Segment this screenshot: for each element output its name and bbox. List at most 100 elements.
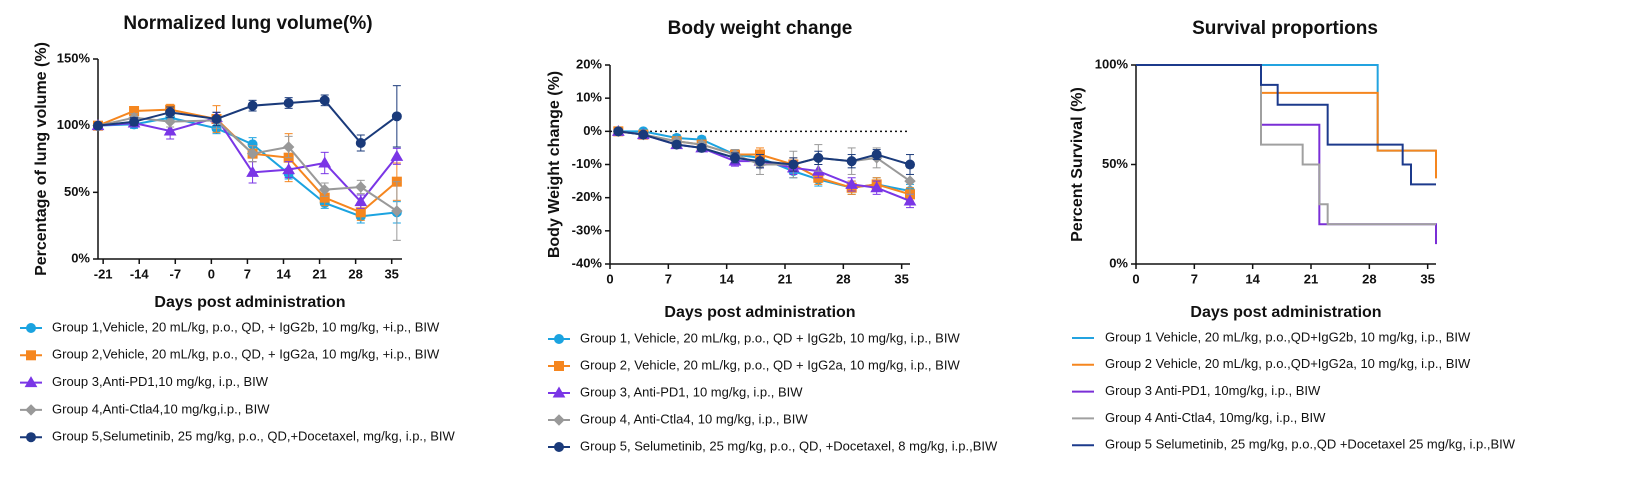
marker xyxy=(355,207,366,218)
y-tick-label: 100% xyxy=(57,117,91,132)
legend-marker xyxy=(26,432,36,443)
legend-marker xyxy=(553,414,565,426)
marker xyxy=(813,152,824,163)
marker xyxy=(788,159,799,170)
x-tick-label: 14 xyxy=(276,266,291,281)
legend-marker xyxy=(25,404,37,416)
marker xyxy=(282,141,295,153)
marker xyxy=(165,107,176,118)
legend-label: Group 5,Selumetinib, 25 mg/kg, p.o., QD,… xyxy=(52,429,456,444)
y-axis-label: Percent Survival (%) xyxy=(1069,87,1086,242)
x-tick-label: 14 xyxy=(719,271,734,286)
marker xyxy=(755,156,765,167)
legend-marker xyxy=(554,442,564,452)
marker xyxy=(730,152,740,163)
series-line xyxy=(97,116,398,204)
legend-label: Group 3, Anti-PD1, 10 mg/kg, i.p., BIW xyxy=(580,384,803,399)
survival-curve xyxy=(1136,64,1436,152)
marker xyxy=(671,139,682,150)
y-axis-label: Body Weight change (%) xyxy=(546,71,563,258)
x-tick-label: 28 xyxy=(348,266,362,281)
series-line xyxy=(97,99,398,145)
legend-label: Group 3 Anti-PD1, 10mg/kg, i.p., BIW xyxy=(1105,383,1321,398)
chart-title: Normalized lung volume(%) xyxy=(123,13,372,34)
legend-label: Group 3,Anti-PD1,10 mg/kg, i.p., BIW xyxy=(52,374,269,389)
marker xyxy=(390,149,404,161)
x-tick-label: -21 xyxy=(94,266,113,281)
marker xyxy=(246,165,259,177)
marker xyxy=(845,177,859,189)
x-tick-label: 21 xyxy=(312,266,326,281)
x-tick-label: 7 xyxy=(665,271,672,286)
legend-label: Group 5 Selumetinib, 25 mg/kg, p.o.,QD +… xyxy=(1105,437,1516,452)
marker xyxy=(319,183,331,196)
legend-label: Group 5, Selumetinib, 25 mg/kg, p.o., QD… xyxy=(580,438,998,453)
legend-label: Group 2 Vehicle, 20 mL/kg, p.o.,QD+IgG2a… xyxy=(1105,356,1471,371)
survival-curve xyxy=(1136,64,1436,186)
y-tick-label: 100% xyxy=(1095,56,1129,71)
marker xyxy=(129,116,140,127)
x-tick-label: 35 xyxy=(1420,271,1434,286)
x-tick-label: 0 xyxy=(606,271,613,286)
marker xyxy=(282,163,296,175)
legend-label: Group 1,Vehicle, 20 mL/kg, p.o., QD, + I… xyxy=(52,319,440,334)
x-tick-label: 21 xyxy=(778,271,792,286)
marker xyxy=(318,156,332,168)
y-tick-label: -40% xyxy=(572,255,603,270)
series-line xyxy=(618,130,911,202)
x-tick-label: -14 xyxy=(130,266,150,281)
x-tick-label: 28 xyxy=(836,271,850,286)
x-tick-label: 35 xyxy=(894,271,908,286)
marker xyxy=(93,120,103,131)
marker xyxy=(163,124,177,136)
x-tick-label: 14 xyxy=(1245,271,1260,286)
chart-title: Body weight change xyxy=(668,18,853,39)
marker xyxy=(319,95,330,106)
x-tick-label: 21 xyxy=(1304,271,1318,286)
legend-marker xyxy=(26,323,36,333)
legend-label: Group 4, Anti-Ctla4, 10 mg/kg, i.p., BIW xyxy=(580,411,808,426)
legend-label: Group 4 Anti-Ctla4, 10mg/kg, i.p., BIW xyxy=(1105,410,1326,425)
x-tick-label: 28 xyxy=(1362,271,1376,286)
y-tick-label: 0% xyxy=(71,250,90,265)
y-tick-label: 50% xyxy=(64,184,90,199)
legend-marker xyxy=(554,334,564,344)
survival-curve xyxy=(1136,64,1436,226)
legend-label: Group 2, Vehicle, 20 mL/kg, p.o., QD + I… xyxy=(580,357,960,372)
marker xyxy=(613,126,624,137)
marker xyxy=(638,129,649,140)
marker xyxy=(696,142,707,153)
marker xyxy=(355,138,366,148)
y-axis-label: Percentage of lung volume (%) xyxy=(33,42,50,276)
marker xyxy=(355,181,367,193)
marker xyxy=(246,147,259,160)
legend-marker xyxy=(26,350,36,361)
survival-curve xyxy=(1136,64,1437,179)
x-tick-label: -7 xyxy=(170,266,182,281)
marker xyxy=(247,100,258,111)
legend-label: Group 1 Vehicle, 20 mL/kg, p.o.,QD+IgG2b… xyxy=(1105,329,1471,344)
marker xyxy=(283,98,294,108)
legend-marker xyxy=(24,376,38,388)
y-tick-label: 0% xyxy=(1109,255,1128,270)
x-tick-label: 7 xyxy=(244,266,251,281)
marker xyxy=(903,194,917,206)
y-tick-label: -10% xyxy=(572,156,603,171)
marker xyxy=(846,156,857,167)
legend-label: Group 2,Vehicle, 20 mL/kg, p.o., QD, + I… xyxy=(52,347,440,362)
y-tick-label: 10% xyxy=(576,90,602,105)
x-tick-label: 35 xyxy=(384,266,398,281)
x-tick-label: 0 xyxy=(208,266,215,281)
x-axis-label: Days post administration xyxy=(664,304,855,321)
marker xyxy=(164,115,176,128)
legend-marker xyxy=(554,361,564,371)
y-tick-label: -20% xyxy=(572,189,603,204)
y-tick-label: 150% xyxy=(57,50,91,65)
legend-label: Group 1, Vehicle, 20 mL/kg, p.o., QD + I… xyxy=(580,330,960,345)
y-tick-label: 0% xyxy=(583,123,602,138)
marker xyxy=(391,111,402,122)
y-tick-label: -30% xyxy=(572,222,603,237)
x-axis-label: Days post administration xyxy=(1190,304,1381,321)
chart-title: Survival proportions xyxy=(1192,18,1378,39)
